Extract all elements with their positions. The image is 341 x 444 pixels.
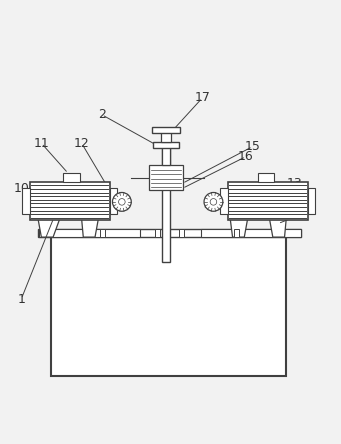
Bar — [162, 147, 170, 165]
Circle shape — [210, 198, 217, 205]
Polygon shape — [269, 218, 286, 237]
Bar — [155, 229, 160, 237]
Polygon shape — [38, 218, 60, 237]
Bar — [162, 138, 170, 262]
Text: 9: 9 — [247, 204, 255, 217]
Bar — [227, 182, 308, 220]
Circle shape — [204, 193, 223, 211]
Bar — [258, 173, 275, 182]
Text: 14: 14 — [287, 210, 302, 223]
Text: 1: 1 — [17, 293, 25, 305]
Bar — [30, 182, 110, 220]
Polygon shape — [230, 218, 248, 237]
Text: 10: 10 — [13, 182, 29, 195]
Bar — [201, 229, 301, 237]
Bar — [22, 188, 30, 214]
Bar — [152, 127, 180, 133]
Text: 16: 16 — [238, 150, 254, 163]
Bar — [110, 188, 118, 214]
Text: 12: 12 — [74, 137, 89, 150]
Text: 11: 11 — [33, 137, 49, 150]
Text: 13: 13 — [287, 177, 302, 190]
Circle shape — [113, 193, 131, 211]
Bar — [63, 173, 80, 182]
Bar — [179, 229, 184, 237]
Polygon shape — [81, 218, 99, 237]
Bar — [39, 229, 139, 237]
Text: 2: 2 — [98, 108, 106, 121]
Circle shape — [119, 198, 125, 205]
Bar — [100, 229, 105, 237]
Text: 17: 17 — [194, 91, 210, 104]
Bar — [51, 235, 286, 377]
Text: 15: 15 — [245, 140, 261, 153]
Bar — [38, 229, 301, 237]
Bar — [161, 132, 171, 142]
Bar — [308, 188, 315, 214]
Bar — [234, 229, 239, 237]
Bar — [153, 142, 179, 148]
Bar — [149, 165, 183, 190]
Bar — [220, 188, 227, 214]
